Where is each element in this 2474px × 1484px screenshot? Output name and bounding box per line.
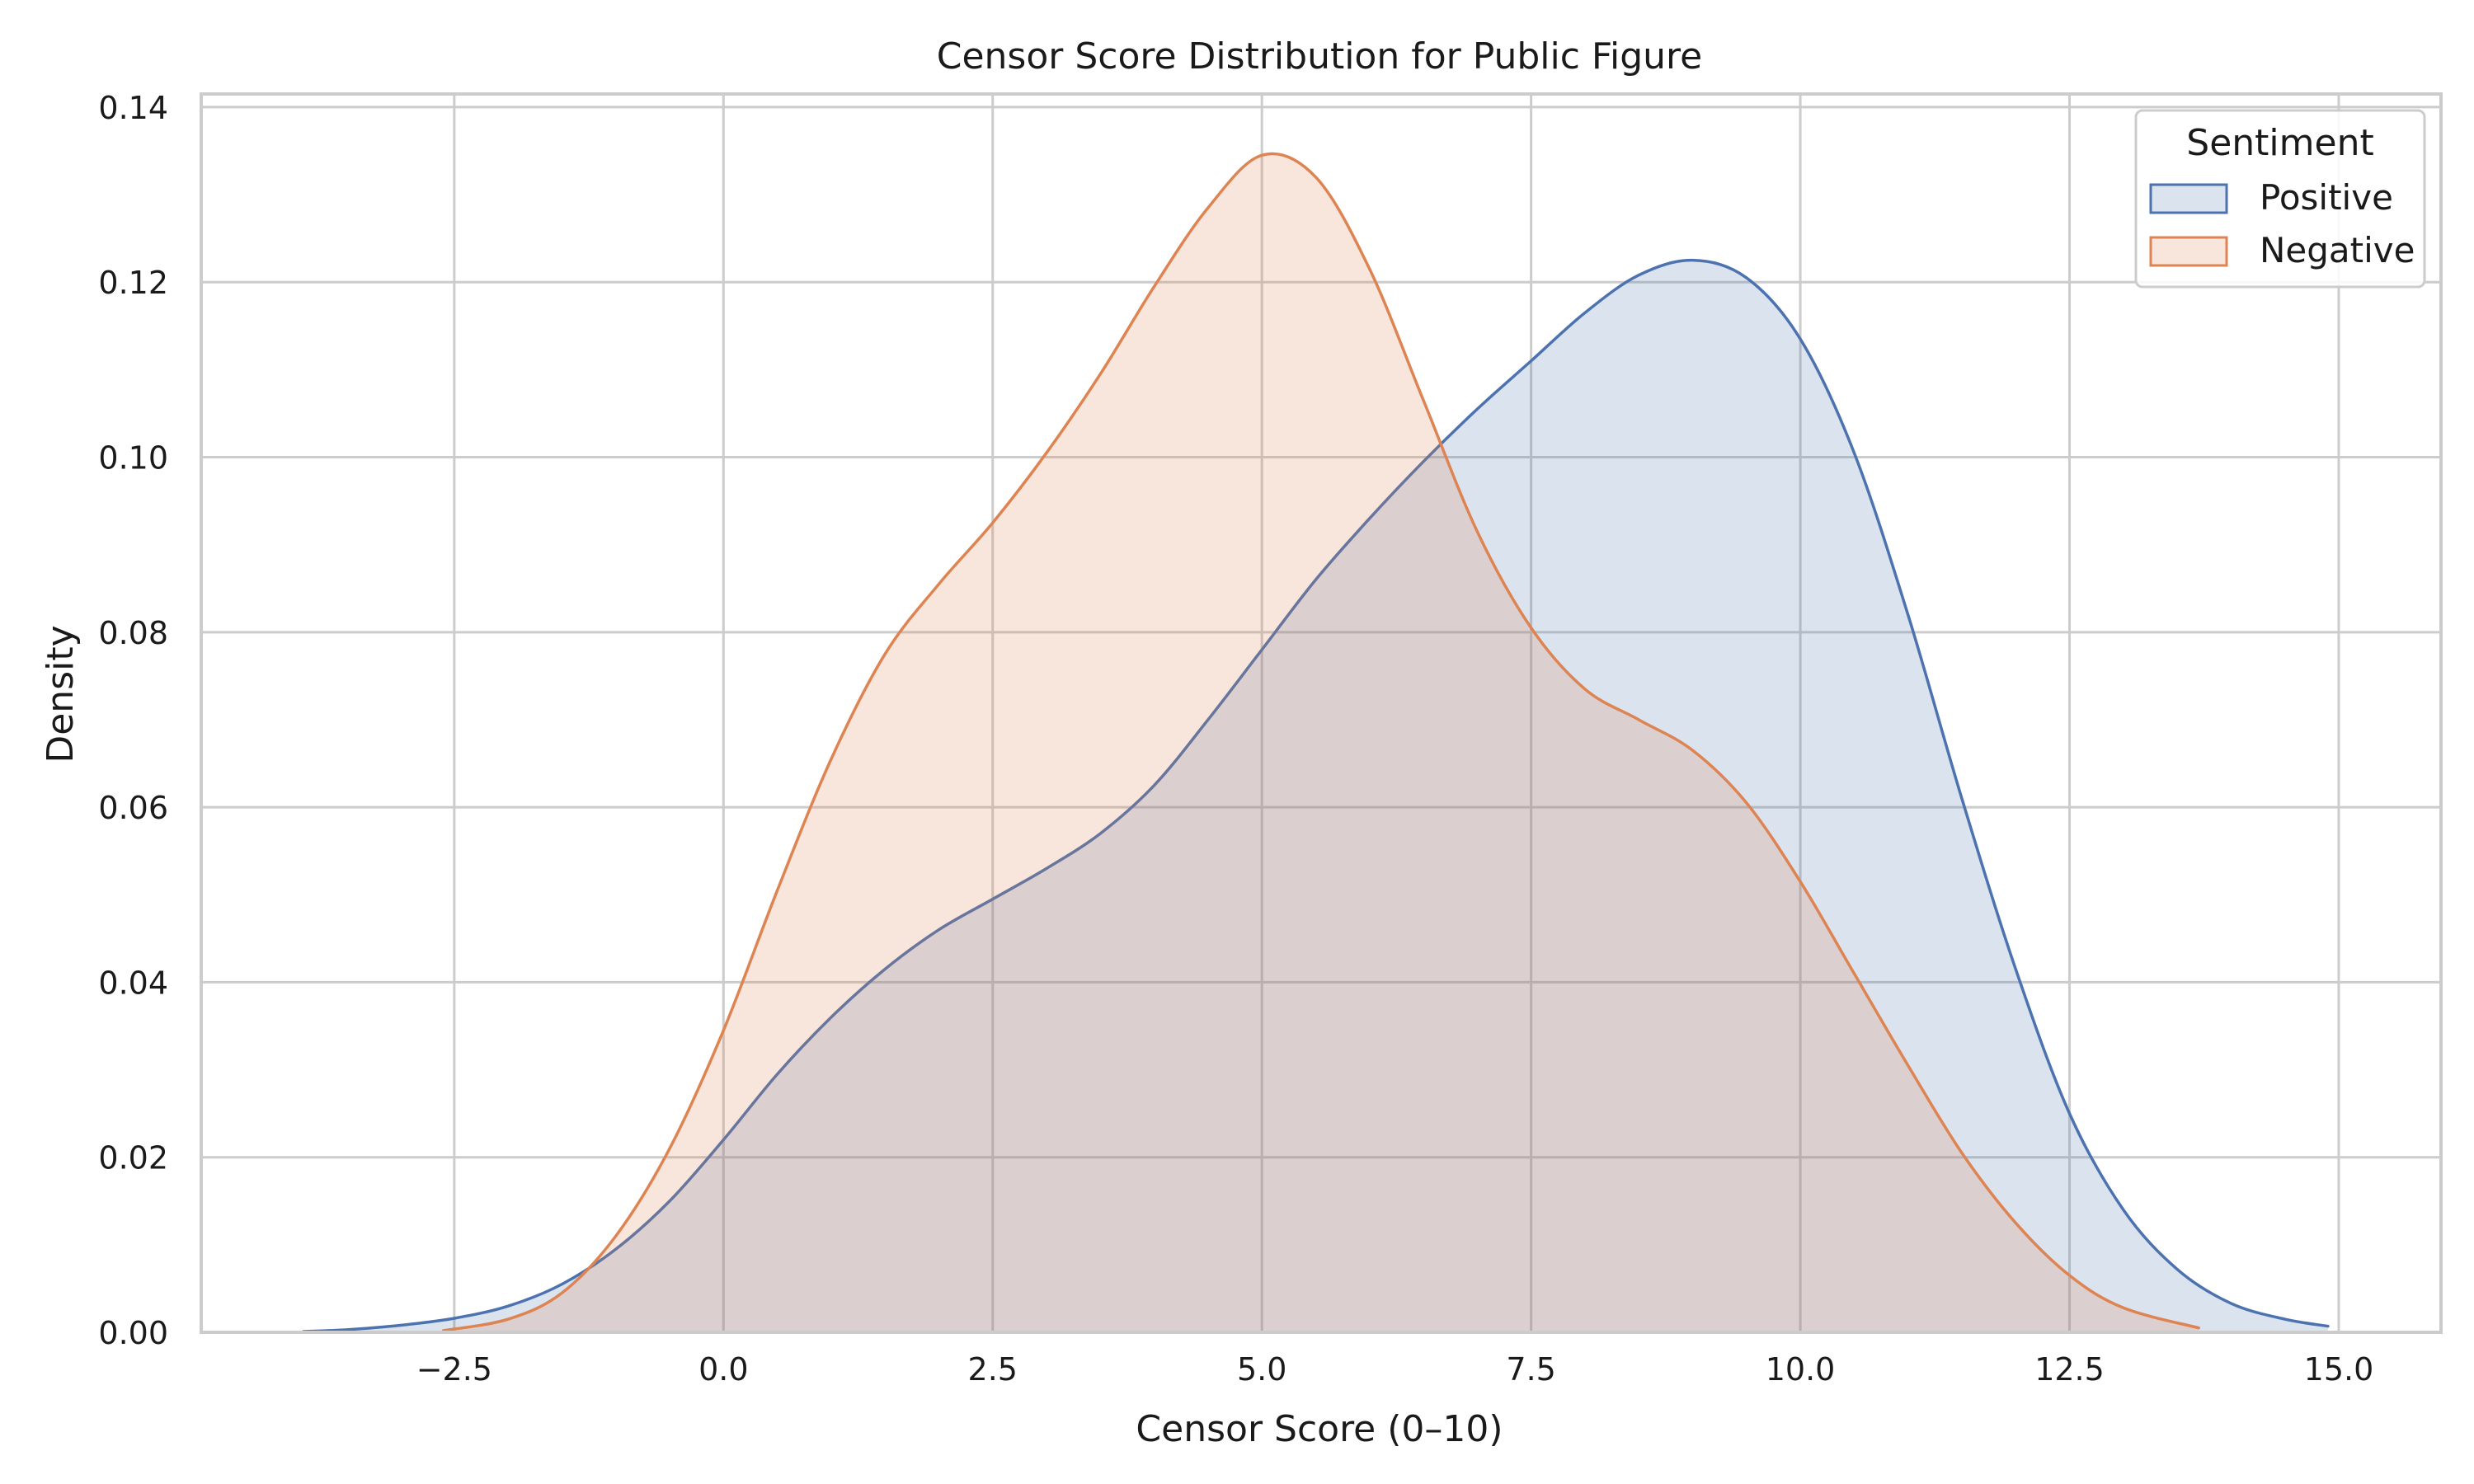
grid [201,94,2441,1334]
legend-label-negative: Negative [2260,230,2415,270]
axes [200,92,2443,1334]
y-tick-label: 0.14 [98,90,168,126]
plot-frame [200,92,2443,1334]
kde-line-positive [302,258,2330,1333]
kde-line-negative [442,152,2200,1332]
y-tick-label: 0.02 [98,1140,168,1176]
x-axis-label: Censor Score (0–10) [1136,1408,1503,1450]
y-tick-label: 0.06 [98,790,168,826]
x-tick-label: −2.5 [416,1351,492,1388]
x-tick-label: 5.0 [1237,1351,1286,1388]
legend-title: Sentiment [2186,122,2373,164]
legend-box [2134,109,2426,289]
x-tick-label: 15.0 [2304,1351,2374,1388]
legend-swatch-negative [2149,236,2228,267]
x-tick-label: 0.0 [698,1351,748,1388]
y-tick-label: 0.12 [98,265,168,301]
x-tick-label: 7.5 [1506,1351,1555,1388]
legend-swatch-positive [2149,183,2228,214]
series-layer [302,152,2330,1333]
y-axis-label: Density [40,625,82,763]
legend: Sentiment Positive Negative [2134,109,2426,289]
y-tick-label: 0.10 [98,440,168,477]
legend-label-positive: Positive [2260,177,2393,218]
x-tick-label: 12.5 [2034,1351,2105,1388]
y-tick-label: 0.04 [98,965,168,1001]
x-tick-label: 10.0 [1766,1351,1836,1388]
tick-labels: −2.5 0.0 2.5 5.0 7.5 10.0 12.5 15.0 0.00 0.02 0.04… [98,90,2373,1388]
kde-area-negative [443,153,2199,1332]
kde-area-positive [303,260,2328,1332]
y-tick-label: 0.00 [98,1315,168,1351]
chart-title: Censor Score Distribution for Public Fig… [937,35,1703,77]
x-tick-label: 2.5 [968,1351,1018,1388]
y-tick-label: 0.08 [98,615,168,651]
